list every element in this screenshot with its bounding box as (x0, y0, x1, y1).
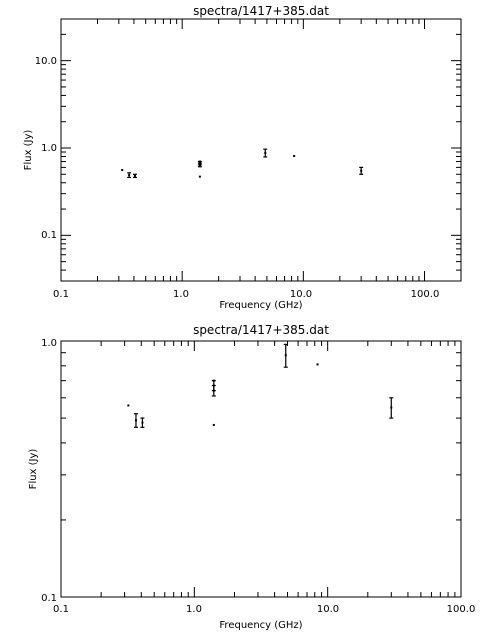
data-point (134, 419, 137, 422)
top-spectrum-plot: spectra/1417+385.dat 0.1 1.0 10.0 100.0 … (23, 4, 462, 311)
data-point (360, 169, 363, 172)
top-y-tick-label: 1.0 (41, 143, 57, 154)
bottom-spectrum-plot: spectra/1417+385.dat 0.1 1.0 10.0 100.0 … (28, 323, 475, 631)
data-point (390, 406, 393, 409)
top-x-tick-label: 10.0 (290, 289, 312, 300)
data-point (212, 389, 215, 392)
bottom-y-tick-label: 1.0 (41, 338, 57, 349)
bottom-plot-frame (60, 340, 462, 598)
data-point (121, 168, 124, 171)
bottom-x-tick-label: 1.0 (186, 604, 202, 615)
data-point (264, 151, 267, 154)
top-plot-title: spectra/1417+385.dat (193, 4, 329, 18)
top-x-tick-label: 100.0 (411, 289, 440, 300)
data-point (133, 174, 136, 177)
bottom-x-tick-label: 100.0 (447, 604, 476, 615)
bottom-plot-title: spectra/1417+385.dat (193, 323, 329, 337)
data-point (293, 154, 296, 157)
data-point (284, 354, 287, 357)
bottom-x-tick-label: 0.1 (53, 604, 69, 615)
bottom-y-axis-label: Flux (Jy) (28, 449, 39, 490)
top-x-axis-label: Frequency (GHz) (219, 300, 302, 311)
top-x-tick-label: 1.0 (173, 289, 189, 300)
data-point (127, 404, 130, 407)
bottom-x-axis-label: Frequency (GHz) (219, 620, 302, 631)
top-x-tick-label: 0.1 (53, 289, 69, 300)
top-y-axis-label: Flux (Jy) (23, 130, 34, 171)
data-point (316, 363, 319, 366)
data-point (198, 175, 201, 178)
top-y-tick-label: 10.0 (35, 56, 57, 67)
data-point (128, 174, 131, 177)
data-point (141, 421, 144, 424)
data-point (198, 163, 201, 166)
top-y-tick-label: 0.1 (41, 230, 57, 241)
bottom-x-tick-label: 10.0 (317, 604, 339, 615)
bottom-y-tick-label: 0.1 (41, 593, 57, 604)
data-point (212, 423, 215, 426)
top-plot-frame (60, 18, 462, 282)
